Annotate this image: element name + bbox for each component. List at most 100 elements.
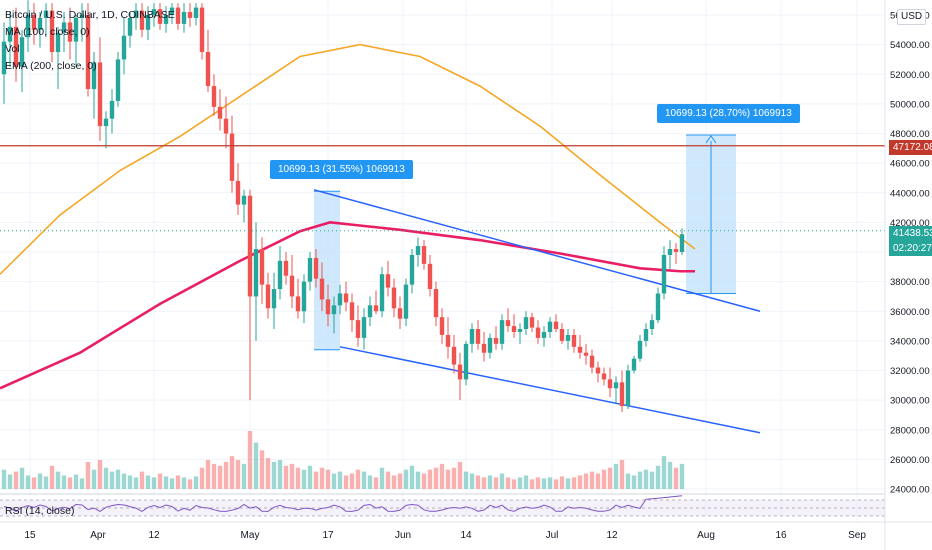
candle-body xyxy=(265,284,271,309)
volume-bar xyxy=(589,471,595,489)
volume-bar xyxy=(385,471,391,489)
ema-legend[interactable]: EMA (200, close, 0) xyxy=(5,60,97,72)
volume-bar xyxy=(37,473,43,489)
volume-bar xyxy=(127,475,133,489)
volume-bar xyxy=(181,477,187,489)
currency-badge[interactable]: USD xyxy=(897,9,927,25)
volume-bar xyxy=(601,469,607,489)
volume-bar xyxy=(259,450,265,489)
candle-body xyxy=(163,15,169,24)
volume-bar xyxy=(571,477,577,489)
volume-bar xyxy=(469,473,475,489)
time-tick-label: May xyxy=(241,530,260,541)
volume-bar xyxy=(49,465,55,489)
volume-bar xyxy=(559,476,565,489)
candles xyxy=(1,0,685,412)
rsi-pane xyxy=(0,493,932,517)
candle-body xyxy=(397,308,403,319)
candle-body xyxy=(511,326,517,332)
candle-body xyxy=(223,118,229,134)
candle-body xyxy=(565,334,571,341)
measure-boxes[interactable] xyxy=(314,134,736,351)
price-tick-label: 52000.00 xyxy=(890,70,930,81)
volume-bar xyxy=(463,471,469,489)
candle-body xyxy=(61,22,67,33)
time-tick-label: Aug xyxy=(697,530,715,541)
candle-body xyxy=(319,278,325,300)
candle-body xyxy=(499,320,505,344)
rsi-legend[interactable]: RSI (14, close) xyxy=(5,505,75,517)
measure-label-second[interactable]: 10699.13 (28.70%) 1069913 xyxy=(657,104,800,123)
candle-body xyxy=(331,305,337,315)
candle-body xyxy=(643,329,649,341)
volume-bar xyxy=(1,469,7,489)
candle-body xyxy=(637,340,643,359)
volume-bar xyxy=(577,475,583,489)
candle-body xyxy=(433,289,439,318)
volume-bar xyxy=(511,479,517,489)
volume-bar xyxy=(73,474,79,489)
candle-body xyxy=(667,249,673,255)
candle-body xyxy=(247,195,253,297)
volume-bar xyxy=(319,467,325,489)
candle-body xyxy=(109,100,115,119)
vol-legend[interactable]: Vol xyxy=(5,43,20,55)
rsi-band xyxy=(0,500,885,516)
volume-bar xyxy=(151,477,157,489)
volume-bar xyxy=(61,475,67,489)
candle-body xyxy=(199,7,205,53)
volume-bar xyxy=(481,477,487,489)
volume-bar xyxy=(595,473,601,489)
measure-label-first[interactable]: 10699.13 (31.55%) 1069913 xyxy=(270,160,413,179)
candle-body xyxy=(43,10,49,18)
candle-body xyxy=(439,317,445,335)
volume-bar xyxy=(235,460,241,489)
candle-body xyxy=(529,317,535,328)
volume-bar xyxy=(415,471,421,489)
time-tick-label: Jun xyxy=(395,530,411,541)
candle-body xyxy=(31,15,37,30)
volume-bar xyxy=(661,456,667,489)
candle-body xyxy=(151,9,157,15)
candle-body xyxy=(619,382,625,407)
volume-bar xyxy=(637,471,643,489)
volume-bar xyxy=(67,477,73,489)
candle-body xyxy=(325,299,331,315)
price-tick-label: 46000.00 xyxy=(890,159,930,170)
channel-lines[interactable] xyxy=(313,189,761,434)
volume-bar xyxy=(367,475,373,489)
candle-body xyxy=(313,257,319,279)
volume-bar xyxy=(19,467,25,489)
ma-legend[interactable]: MA (100, close, 0) xyxy=(5,26,90,38)
candle-body xyxy=(283,260,289,276)
candle-body xyxy=(67,22,73,42)
volume-bar xyxy=(403,469,409,489)
candle-body xyxy=(289,275,295,297)
price-axis[interactable]: 24000.00 26000.00 28000.00 30000.00 32000.00… xyxy=(884,0,932,550)
volume-bar xyxy=(361,471,367,489)
candle-body xyxy=(403,284,409,319)
volume-bar xyxy=(271,461,277,489)
time-tick-label: 16 xyxy=(775,530,787,541)
price-tick-label: 50000.00 xyxy=(890,99,930,110)
volume-bar xyxy=(349,473,355,489)
volume-bar xyxy=(217,465,223,489)
candle-body xyxy=(409,254,415,285)
volume-bar xyxy=(187,479,193,489)
time-axis[interactable]: 15 Apr 12 May 17 Jun 14 Jul 12 Aug 16 Sep xyxy=(0,521,932,541)
volume-bar xyxy=(625,473,631,489)
channel-lower xyxy=(339,346,761,434)
volume-bar xyxy=(433,467,439,489)
candle-body xyxy=(613,382,619,389)
ema-200-line xyxy=(0,221,695,390)
price-tick-label: 34000.00 xyxy=(890,336,930,347)
volume-bar xyxy=(265,458,271,489)
candle-body xyxy=(133,10,139,18)
candle-body xyxy=(469,329,475,344)
volume-bar xyxy=(643,469,649,489)
volume-bar xyxy=(565,478,571,489)
volume-bar xyxy=(487,475,493,489)
symbol-title[interactable]: Bitcoin / U.S. Dollar, 1D, COINBASE xyxy=(5,9,175,21)
ema-path xyxy=(0,221,695,390)
